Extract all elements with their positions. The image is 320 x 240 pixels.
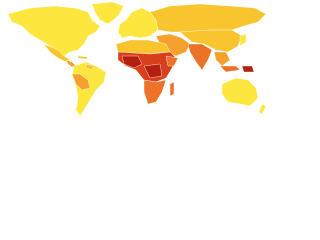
greenland: [91, 1, 125, 25]
indonesia: [219, 65, 241, 73]
new-zealand: [258, 103, 267, 115]
west-africa: [121, 55, 143, 69]
peru-bolivia: [71, 73, 91, 91]
east-asia: [179, 29, 243, 53]
page: (() => { const data = JSON.parse(documen…: [0, 0, 272, 121]
world-map: [0, 0, 272, 121]
caribbean: [77, 55, 89, 60]
papua: [241, 65, 255, 73]
japan: [239, 33, 247, 47]
australia: [221, 77, 259, 107]
guyanas: [85, 63, 95, 71]
south-asia: [187, 43, 213, 71]
north-america: [7, 5, 101, 57]
russia: [149, 3, 267, 33]
southern-africa: [143, 79, 167, 105]
horn-of-africa: [165, 55, 179, 67]
southeast-asia: [213, 51, 231, 67]
congo: [143, 63, 163, 79]
madagascar: [169, 81, 175, 97]
